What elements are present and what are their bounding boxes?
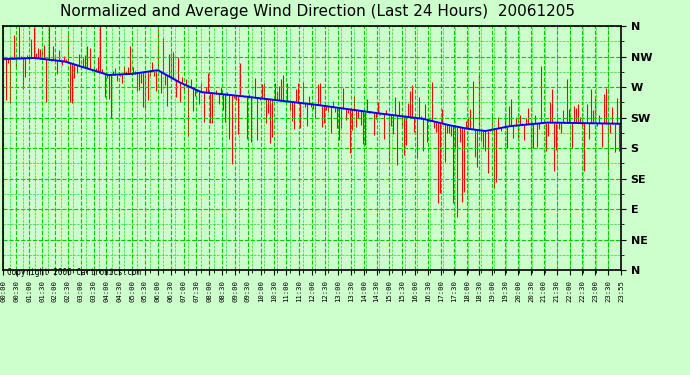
Text: Normalized and Average Wind Direction (Last 24 Hours)  20061205: Normalized and Average Wind Direction (L… (60, 4, 575, 19)
Text: Copyright 2006 Cartronics.com: Copyright 2006 Cartronics.com (6, 268, 141, 277)
